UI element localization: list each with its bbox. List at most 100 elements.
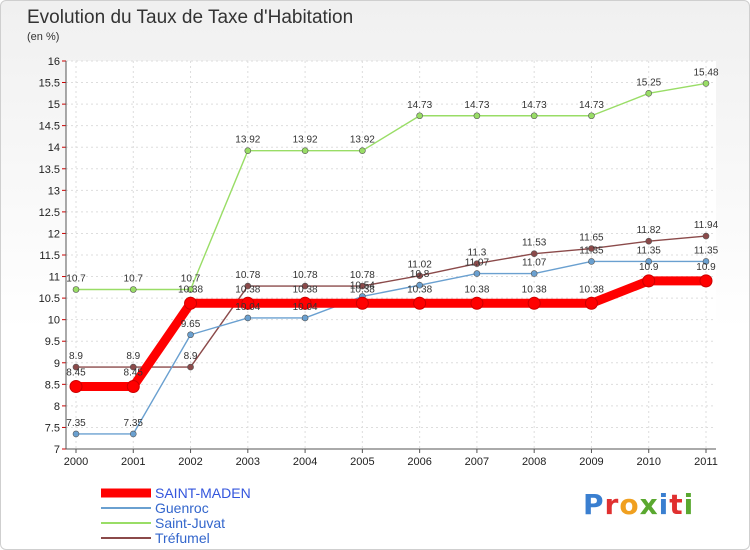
data-label: 10.78: [350, 270, 375, 281]
data-label: 13.92: [350, 135, 375, 146]
data-label: 11.53: [522, 238, 547, 249]
legend-label: Tréfumel: [155, 530, 210, 546]
data-label: 10.04: [235, 302, 260, 313]
legend-label: SAINT-MADEN: [155, 485, 251, 501]
x-tick-label: 2003: [236, 456, 260, 468]
x-tick-label: 2002: [178, 456, 202, 468]
data-label: 10.7: [124, 273, 144, 284]
data-label: 8.45: [66, 367, 86, 378]
logo-letter: o: [619, 488, 640, 521]
data-label: 8.9: [69, 351, 83, 362]
y-tick-label: 10: [48, 315, 60, 327]
data-label: 7.35: [124, 418, 144, 429]
data-label: 11.94: [694, 220, 719, 231]
data-label: 10.38: [464, 284, 489, 295]
x-tick-label: 2005: [350, 456, 374, 468]
data-label: 14.73: [407, 100, 432, 111]
logo-letter: x: [639, 488, 659, 521]
chart-title: Evolution du Taux de Taxe d'Habitation: [27, 7, 354, 28]
data-point: [416, 281, 423, 289]
data-point: [72, 363, 80, 371]
data-point: [244, 314, 252, 322]
data-label: 10.38: [407, 284, 432, 295]
data-label: 10.38: [293, 284, 318, 295]
data-point: [413, 296, 427, 310]
y-tick-label: 7.5: [45, 422, 60, 434]
x-tick-label: 2010: [636, 456, 660, 468]
y-tick-label: 10.5: [39, 293, 60, 305]
data-point: [187, 363, 194, 371]
y-tick-label: 12: [48, 228, 60, 240]
data-point: [187, 331, 194, 339]
data-point: [473, 270, 481, 277]
y-tick-label: 14: [48, 142, 60, 154]
data-label: 10.9: [639, 262, 659, 273]
data-label: 15.48: [693, 67, 718, 78]
y-tick-label: 13.5: [39, 164, 60, 176]
data-point: [129, 286, 137, 293]
data-point: [530, 112, 538, 120]
y-tick-label: 12.5: [39, 207, 60, 219]
data-point: [588, 112, 595, 120]
data-label: 10.04: [293, 302, 318, 313]
data-label: 14.73: [579, 100, 604, 111]
data-label: 11.65: [579, 233, 604, 244]
logo-letter: i: [683, 488, 695, 521]
x-tick-label: 2011: [694, 456, 718, 468]
data-label: 11.07: [522, 258, 547, 269]
data-label: 14.73: [464, 100, 489, 111]
y-tick-label: 7: [54, 444, 60, 456]
data-label: 10.8: [410, 269, 430, 280]
y-tick-label: 9.5: [45, 336, 60, 348]
y-tick-label: 8.5: [45, 379, 60, 391]
legend-label: Saint-Juvat: [155, 515, 225, 531]
data-point: [126, 379, 140, 393]
data-label: 10.7: [181, 273, 201, 284]
data-label: 8.9: [184, 351, 198, 362]
series-line-tr-fumel: [75, 235, 707, 368]
data-point: [187, 286, 194, 293]
data-point: [530, 250, 538, 258]
data-point: [416, 112, 423, 120]
data-point: [416, 272, 423, 279]
data-point: [184, 296, 198, 310]
data-point: [298, 296, 312, 310]
data-point: [355, 296, 369, 310]
data-label: 11.35: [637, 245, 662, 256]
data-label: 10.78: [293, 270, 318, 281]
data-point: [69, 379, 83, 393]
data-point: [702, 258, 710, 265]
data-point: [244, 282, 252, 290]
data-point: [642, 274, 656, 288]
data-label: 8.45: [124, 367, 144, 378]
data-label: 13.92: [235, 135, 260, 146]
y-tick-label: 13: [48, 185, 60, 197]
data-point: [301, 314, 309, 322]
y-tick-label: 9: [54, 358, 60, 370]
data-point: [645, 258, 653, 265]
data-point: [702, 232, 710, 240]
data-point: [470, 296, 484, 310]
x-tick-label: 2006: [407, 456, 431, 468]
data-label: 9.65: [181, 319, 201, 330]
data-label: 11.82: [637, 225, 662, 236]
data-label: 11.3: [468, 248, 487, 259]
data-point: [699, 274, 713, 288]
series-line-saint-maden: [71, 276, 711, 391]
y-tick-label: 14.5: [39, 121, 60, 133]
data-point: [72, 430, 80, 438]
x-tick-label: 2007: [465, 456, 489, 468]
data-point: [584, 296, 598, 310]
data-label: 14.73: [522, 100, 547, 111]
logo-letter: t: [669, 488, 684, 521]
data-point: [241, 296, 255, 310]
data-label: 11.07: [465, 258, 490, 269]
y-tick-label: 15: [48, 99, 60, 111]
logo-letter: P: [583, 488, 605, 521]
data-label: 10.38: [235, 284, 260, 295]
data-label: 10.38: [178, 284, 203, 295]
data-point: [244, 147, 252, 154]
data-point: [645, 237, 653, 245]
data-point: [359, 147, 366, 154]
data-point: [129, 363, 137, 371]
